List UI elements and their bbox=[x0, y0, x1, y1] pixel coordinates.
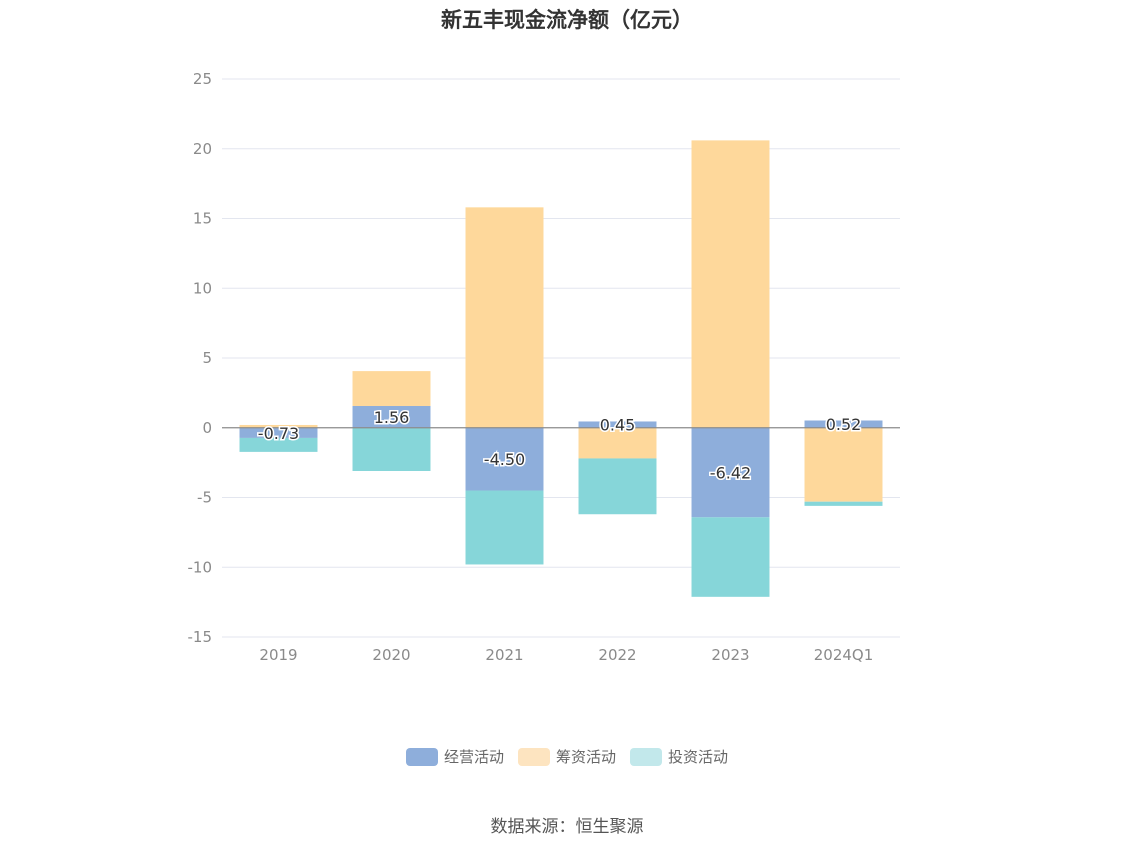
y-tick-label: 15 bbox=[193, 210, 212, 228]
bar-operating bbox=[352, 405, 431, 428]
legend-swatch-financing bbox=[517, 747, 550, 766]
y-tick-label: -15 bbox=[188, 628, 213, 646]
y-tick-label: -5 bbox=[197, 489, 212, 507]
data-label: -0.73 bbox=[258, 424, 299, 443]
legend-label-financing: 筹资活动 bbox=[555, 748, 616, 766]
bar-investing bbox=[239, 437, 318, 452]
chart-title: 新五丰现金流净额（亿元） bbox=[441, 8, 693, 32]
x-tick-label: 2019 bbox=[259, 646, 297, 664]
data-source: 数据来源：恒生聚源 bbox=[490, 817, 644, 837]
x-tick-label: 2023 bbox=[711, 646, 749, 664]
bar-operating bbox=[239, 427, 318, 438]
x-tick-label: 2024Q1 bbox=[814, 646, 874, 664]
legend-swatch-operating bbox=[405, 747, 438, 766]
bar-financing bbox=[804, 427, 883, 502]
bar-investing bbox=[691, 517, 770, 597]
y-tick-label: 10 bbox=[193, 279, 212, 297]
y-tick-label: 5 bbox=[202, 349, 212, 367]
y-tick-label: 25 bbox=[193, 70, 212, 88]
x-tick-label: 2021 bbox=[485, 646, 523, 664]
y-tick-label: -10 bbox=[188, 558, 213, 576]
bar-financing bbox=[578, 427, 657, 459]
data-label: 0.45 bbox=[600, 416, 636, 435]
bar-operating bbox=[691, 427, 770, 518]
bar-financing bbox=[352, 371, 431, 406]
chart-legend: 经营活动 筹资活动 投资活动 bbox=[0, 746, 1134, 767]
bar-operating bbox=[465, 427, 544, 491]
bar-investing bbox=[465, 490, 544, 565]
bar-investing bbox=[352, 427, 431, 471]
x-tick-label: 2022 bbox=[598, 646, 636, 664]
legend-label-operating: 经营活动 bbox=[443, 748, 504, 766]
bar-operating bbox=[578, 421, 657, 428]
data-label: 0.52 bbox=[826, 415, 862, 434]
legend-item-investing[interactable]: 投资活动 bbox=[630, 746, 728, 767]
bar-investing bbox=[804, 501, 883, 506]
y-tick-label: 20 bbox=[193, 140, 212, 158]
legend-item-financing[interactable]: 筹资活动 bbox=[517, 746, 616, 767]
bar-operating bbox=[804, 420, 883, 428]
data-label: -4.50 bbox=[484, 450, 525, 469]
legend-item-operating[interactable]: 经营活动 bbox=[405, 746, 504, 767]
legend-swatch-investing bbox=[630, 747, 662, 766]
y-tick-label: 0 bbox=[202, 419, 212, 437]
bar-financing bbox=[239, 424, 318, 428]
data-label: -6.42 bbox=[710, 464, 751, 483]
bar-financing bbox=[465, 207, 544, 428]
bar-financing bbox=[691, 140, 770, 428]
legend-label-investing: 投资活动 bbox=[668, 748, 729, 766]
data-label: 1.56 bbox=[374, 408, 410, 427]
x-tick-label: 2020 bbox=[372, 646, 410, 664]
cash-flow-chart: 25 20 15 10 5 0 -5 -10 -15 2019 2020 2021 2022 2023 20… bbox=[188, 70, 900, 664]
bar-investing bbox=[578, 458, 657, 515]
